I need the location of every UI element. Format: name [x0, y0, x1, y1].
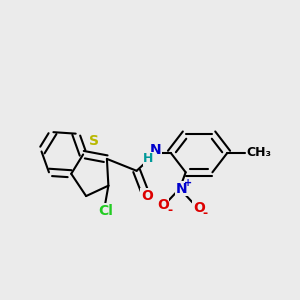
Text: O: O — [141, 189, 153, 203]
Text: H: H — [143, 152, 154, 165]
Text: -: - — [168, 204, 173, 217]
Text: S: S — [88, 134, 98, 148]
Text: -: - — [202, 207, 208, 220]
Text: N: N — [176, 182, 187, 196]
Text: CH₃: CH₃ — [247, 146, 272, 160]
Text: O: O — [157, 198, 169, 212]
Text: O: O — [193, 201, 205, 215]
Text: N: N — [150, 143, 162, 157]
Text: +: + — [184, 178, 192, 188]
Text: Cl: Cl — [98, 204, 113, 218]
